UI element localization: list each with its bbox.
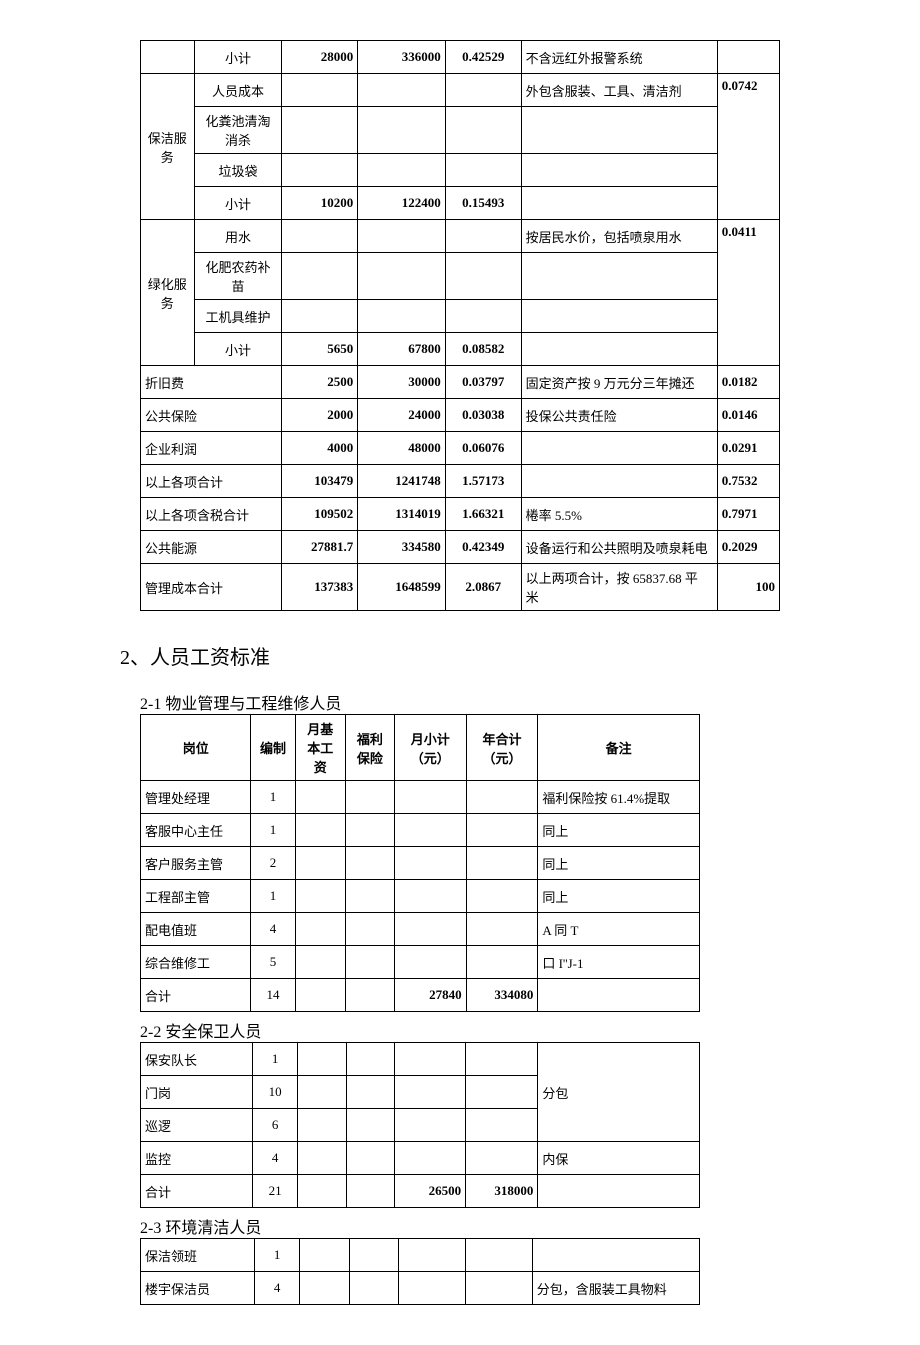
sub-label: 垃圾袋	[194, 154, 282, 187]
pct: 0.0742	[717, 74, 779, 220]
table-row: 合计 14 27840 334080	[141, 979, 700, 1012]
table-row: 工机具维护	[141, 300, 780, 333]
table-row: 合计 21 26500 318000	[141, 1175, 700, 1208]
sub-label: 用水	[194, 220, 282, 253]
table-row: 管理处经理 1 福利保险按 61.4%提取	[141, 781, 700, 814]
table-row: 化粪池清淘消杀	[141, 107, 780, 154]
pct: 0.0182	[717, 366, 779, 399]
table-row: 小计 5650 67800 0.08582	[141, 333, 780, 366]
table-row: 折旧费 2500 30000 0.03797 固定资产按 9 万元分三年摊还 0…	[141, 366, 780, 399]
table-row: 工程部主管 1 同上	[141, 880, 700, 913]
section-title: 2、人员工资标准	[120, 641, 860, 670]
table-row: 监控 4 内保	[141, 1142, 700, 1175]
header-row: 岗位 编制 月基本工资 福利保险 月小计（元） 年合计（元） 备注	[141, 715, 700, 781]
table-row: 企业利润 4000 48000 0.06076 0.0291	[141, 432, 780, 465]
note: 按居民水价，包括喷泉用水	[521, 220, 717, 253]
unit-val: 0.03797	[445, 366, 521, 399]
month-val: 28000	[282, 41, 358, 74]
salary-table-21: 岗位 编制 月基本工资 福利保险 月小计（元） 年合计（元） 备注 管理处经理 …	[140, 714, 700, 1012]
table-row: 公共能源 27881.7 334580 0.42349 设备运行和公共照明及喷泉…	[141, 531, 780, 564]
year-val: 67800	[358, 333, 445, 366]
col-header: 月基本工资	[295, 715, 345, 781]
table-row: 小计 10200 122400 0.15493	[141, 187, 780, 220]
col-header: 年合计（元）	[466, 715, 538, 781]
table-row: 垃圾袋	[141, 154, 780, 187]
note: 固定资产按 9 万元分三年摊还	[521, 366, 717, 399]
table-row: 客户服务主管 2 同上	[141, 847, 700, 880]
sub-label: 小计	[194, 41, 282, 74]
col-header: 编制	[251, 715, 295, 781]
table-row: 保洁服务 人员成本 外包含服装、工具、清洁剂 0.0742	[141, 74, 780, 107]
salary-table-23: 保洁领班 1 楼宇保洁员 4 分包，含服装工具物料	[140, 1238, 700, 1305]
table-row: 楼宇保洁员 4 分包，含服装工具物料	[141, 1272, 700, 1305]
month-val: 2500	[282, 366, 358, 399]
unit-val: 0.15493	[445, 187, 521, 220]
note: 外包含服装、工具、清洁剂	[521, 74, 717, 107]
table-caption: 2-2 安全保卫人员	[140, 1018, 860, 1042]
col-header: 岗位	[141, 715, 251, 781]
table-row: 以上各项合计 103479 1241748 1.57173 0.7532	[141, 465, 780, 498]
table-row: 化肥农药补苗	[141, 253, 780, 300]
year-val: 30000	[358, 366, 445, 399]
table-row: 绿化服务 用水 按居民水价，包括喷泉用水 0.0411	[141, 220, 780, 253]
year-val: 122400	[358, 187, 445, 220]
table-row: 综合维修工 5 口 I''J-1	[141, 946, 700, 979]
month-val: 5650	[282, 333, 358, 366]
group-label: 绿化服务	[141, 220, 195, 366]
col-header: 福利保险	[346, 715, 395, 781]
group-label: 保洁服务	[141, 74, 195, 220]
table-row: 保安队长 1 分包	[141, 1043, 700, 1076]
col-header: 月小计（元）	[394, 715, 466, 781]
salary-table-22: 保安队长 1 分包 门岗 10 巡逻 6 监控 4 内保 合计 21 26500…	[140, 1042, 700, 1208]
year-val: 336000	[358, 41, 445, 74]
sub-label: 化肥农药补苗	[194, 253, 282, 300]
sub-label: 小计	[194, 187, 282, 220]
group-label: 公共保险	[141, 399, 282, 432]
sub-label: 工机具维护	[194, 300, 282, 333]
month-val: 10200	[282, 187, 358, 220]
table-row: 小计 28000 336000 0.42529 不含远红外报警系统	[141, 41, 780, 74]
table-row: 保洁领班 1	[141, 1239, 700, 1272]
unit-val: 0.42529	[445, 41, 521, 74]
table-row: 配电值班 4 A 同 T	[141, 913, 700, 946]
table-row: 公共保险 2000 24000 0.03038 投保公共责任险 0.0146	[141, 399, 780, 432]
table-caption: 2-3 环境清洁人员	[140, 1214, 860, 1238]
table-row: 管理成本合计 137383 1648599 2.0867 以上两项合计，按 65…	[141, 564, 780, 611]
group-label: 折旧费	[141, 366, 282, 399]
table-caption: 2-1 物业管理与工程维修人员	[140, 690, 860, 714]
pct: 0.0411	[717, 220, 779, 366]
sub-label: 小计	[194, 333, 282, 366]
col-header: 备注	[538, 715, 700, 781]
sub-label: 化粪池清淘消杀	[194, 107, 282, 154]
table-row: 客服中心主任 1 同上	[141, 814, 700, 847]
unit-val: 0.08582	[445, 333, 521, 366]
cost-summary-table: 小计 28000 336000 0.42529 不含远红外报警系统 保洁服务 人…	[140, 40, 780, 611]
table-row: 以上各项含税合计 109502 1314019 1.66321 棬率 5.5% …	[141, 498, 780, 531]
sub-label: 人员成本	[194, 74, 282, 107]
note: 不含远红外报警系统	[521, 41, 717, 74]
note: 分包	[538, 1043, 700, 1142]
